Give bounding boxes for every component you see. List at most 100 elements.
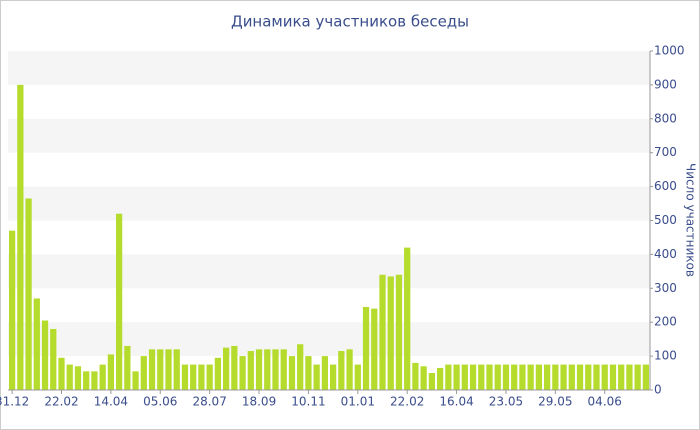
bar xyxy=(560,364,567,390)
bar xyxy=(469,364,477,390)
y-tick-label: 900 xyxy=(654,77,677,91)
bar xyxy=(272,349,279,390)
grid-band xyxy=(8,51,650,85)
bar xyxy=(634,364,641,390)
x-tick-label: 10.11 xyxy=(291,395,325,409)
bar xyxy=(8,230,16,390)
bar xyxy=(206,364,213,390)
y-axis-title: Число участников xyxy=(684,163,698,277)
bar xyxy=(404,247,411,390)
bar xyxy=(198,364,205,390)
bar xyxy=(453,364,460,390)
bar xyxy=(321,356,329,390)
y-tick-label: 700 xyxy=(654,145,677,159)
y-tick-label: 100 xyxy=(654,349,677,363)
x-tick-label: 04.06 xyxy=(588,395,622,409)
bar xyxy=(305,356,312,390)
bar xyxy=(165,349,172,390)
bar xyxy=(173,349,180,390)
y-tick-label: 300 xyxy=(654,281,677,295)
bar xyxy=(379,274,386,390)
bar xyxy=(609,364,617,390)
bar xyxy=(66,364,73,390)
grid-band xyxy=(8,186,650,221)
x-tick-label: 31.12 xyxy=(0,395,29,409)
bar xyxy=(222,347,230,390)
y-tick-label: 500 xyxy=(654,213,677,227)
y-tick-label: 400 xyxy=(654,247,677,261)
bar xyxy=(214,357,222,390)
grid-band xyxy=(8,118,650,153)
bar xyxy=(502,364,510,390)
bar xyxy=(371,308,378,390)
bar xyxy=(486,364,493,390)
bar xyxy=(83,371,90,390)
x-tick-label: 23.05 xyxy=(489,395,523,409)
bar xyxy=(395,274,403,390)
x-tick-label: 22.02 xyxy=(390,395,424,409)
bar xyxy=(247,351,254,390)
bar xyxy=(543,364,551,390)
bar xyxy=(74,366,82,390)
bar xyxy=(41,320,49,390)
bar xyxy=(190,364,197,390)
bar xyxy=(107,354,115,390)
bar xyxy=(124,345,131,390)
bar xyxy=(99,364,106,390)
x-tick-label: 22.02 xyxy=(44,395,78,409)
bar xyxy=(181,364,189,390)
y-tick-label: 800 xyxy=(654,111,677,125)
bar xyxy=(478,364,485,390)
bar xyxy=(535,364,543,390)
bar xyxy=(25,198,32,390)
x-tick-label: 14.04 xyxy=(94,395,128,409)
bar xyxy=(264,349,271,390)
bar xyxy=(157,349,164,390)
bar xyxy=(91,371,98,390)
y-tick-label: 1000 xyxy=(654,44,685,58)
x-tick-label: 01.01 xyxy=(341,395,375,409)
bar xyxy=(338,351,345,390)
bar xyxy=(519,364,526,390)
bar xyxy=(527,364,534,390)
bar xyxy=(231,345,238,390)
bar xyxy=(346,349,353,390)
x-tick-label: 29.05 xyxy=(538,395,572,409)
bar xyxy=(313,364,320,390)
bar xyxy=(593,364,600,390)
bar xyxy=(387,276,394,390)
bar xyxy=(445,364,452,390)
bar xyxy=(461,364,468,390)
bar xyxy=(576,364,584,390)
grid-band xyxy=(8,322,650,357)
bar xyxy=(329,364,337,390)
bar xyxy=(601,364,608,390)
bar xyxy=(58,357,65,390)
bar xyxy=(297,344,304,390)
bar xyxy=(33,298,40,390)
bar xyxy=(428,373,436,390)
bar xyxy=(412,362,419,390)
y-tick-label: 600 xyxy=(654,179,677,193)
bar xyxy=(362,306,370,390)
bar xyxy=(552,364,559,390)
bar xyxy=(568,364,575,390)
bar xyxy=(420,366,427,390)
bar xyxy=(50,328,57,390)
bar xyxy=(255,349,263,390)
x-tick-label: 18.09 xyxy=(242,395,276,409)
bar xyxy=(17,84,24,391)
chart-title: Динамика участников беседы xyxy=(231,13,469,31)
bar xyxy=(288,356,296,390)
bar xyxy=(642,364,650,390)
bar xyxy=(511,364,518,390)
bar xyxy=(140,356,147,390)
bar xyxy=(239,356,246,390)
bar xyxy=(115,213,123,390)
bar xyxy=(618,364,625,390)
y-tick-label: 200 xyxy=(654,315,677,329)
x-tick-label: 05.06 xyxy=(143,395,177,409)
x-tick-label: 16.04 xyxy=(439,395,473,409)
x-tick-label: 28.07 xyxy=(192,395,226,409)
